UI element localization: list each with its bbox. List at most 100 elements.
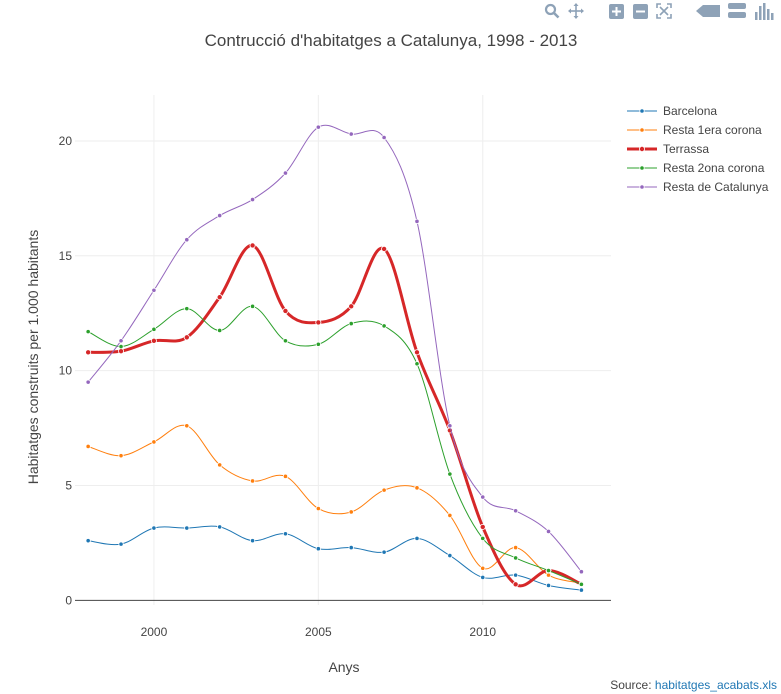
data-point[interactable] <box>545 567 552 574</box>
data-point[interactable] <box>217 213 223 219</box>
data-point[interactable] <box>513 544 519 551</box>
data-point[interactable] <box>150 337 157 344</box>
data-point[interactable] <box>85 538 91 544</box>
data-point[interactable] <box>447 553 453 559</box>
data-point[interactable] <box>414 361 420 367</box>
data-point[interactable] <box>216 294 223 301</box>
data-point[interactable] <box>118 338 124 344</box>
data-point[interactable] <box>184 237 190 243</box>
data-point[interactable] <box>282 338 289 344</box>
series-line[interactable] <box>87 305 582 585</box>
plotly-logo-icon[interactable] <box>753 2 775 20</box>
data-point[interactable] <box>414 218 420 224</box>
data-point[interactable] <box>151 326 157 332</box>
data-point[interactable] <box>479 523 486 530</box>
data-point[interactable] <box>315 319 322 326</box>
series-line[interactable] <box>88 243 583 588</box>
data-point[interactable] <box>184 423 190 429</box>
data-point[interactable] <box>513 508 519 514</box>
data-point[interactable] <box>217 327 223 334</box>
source-link[interactable]: habitatges_acabats.xls <box>654 678 777 692</box>
data-point[interactable] <box>282 473 289 479</box>
data-point[interactable] <box>118 348 125 355</box>
data-point[interactable] <box>118 541 124 547</box>
data-point[interactable] <box>282 170 289 176</box>
legend-item-terrassa[interactable]: Terrassa <box>627 142 709 156</box>
data-point[interactable] <box>480 494 486 500</box>
data-point[interactable] <box>85 329 91 335</box>
data-point[interactable] <box>545 572 552 578</box>
data-point[interactable] <box>249 196 256 203</box>
data-point[interactable] <box>578 581 585 587</box>
data-point[interactable] <box>249 478 256 484</box>
data-point[interactable] <box>118 343 124 350</box>
data-point[interactable] <box>217 462 223 468</box>
data-point[interactable] <box>578 587 585 593</box>
data-point[interactable] <box>513 572 519 578</box>
data-point[interactable] <box>447 423 453 429</box>
data-point[interactable] <box>315 546 321 552</box>
data-point[interactable] <box>381 134 387 141</box>
series-line[interactable] <box>88 525 582 591</box>
data-point[interactable] <box>249 538 256 544</box>
data-point[interactable] <box>282 531 289 537</box>
legend-item-resta-1era-corona[interactable]: Resta 1era corona <box>627 123 762 137</box>
data-point[interactable] <box>414 535 420 541</box>
legend-item-barcelona[interactable]: Barcelona <box>627 104 717 118</box>
data-point[interactable] <box>413 349 420 356</box>
data-point[interactable] <box>151 439 157 445</box>
data-point[interactable] <box>578 569 585 575</box>
data-point[interactable] <box>348 303 355 310</box>
pan-icon[interactable] <box>567 2 585 20</box>
data-point[interactable] <box>315 124 321 130</box>
data-point[interactable] <box>348 509 354 515</box>
data-point[interactable] <box>85 443 91 450</box>
data-point[interactable] <box>315 505 321 512</box>
data-point[interactable] <box>151 525 157 531</box>
data-point[interactable] <box>249 242 256 249</box>
data-point[interactable] <box>381 245 388 252</box>
data-point[interactable] <box>85 379 91 385</box>
data-point[interactable] <box>348 544 354 551</box>
data-point[interactable] <box>447 512 453 519</box>
data-point[interactable] <box>85 349 92 356</box>
data-point[interactable] <box>217 524 223 530</box>
data-point[interactable] <box>381 487 387 493</box>
data-point[interactable] <box>118 453 124 459</box>
data-point[interactable] <box>480 565 486 571</box>
zoom-out-icon[interactable] <box>631 2 649 20</box>
data-point[interactable] <box>480 535 486 541</box>
data-point[interactable] <box>480 574 486 581</box>
legend-label: Resta 1era corona <box>663 123 762 137</box>
data-point[interactable] <box>513 555 519 561</box>
series-line[interactable] <box>87 124 582 573</box>
data-point[interactable] <box>545 528 552 535</box>
legend-label: Barcelona <box>663 104 717 118</box>
data-point[interactable] <box>381 323 387 329</box>
legend-marker <box>639 145 646 152</box>
data-point[interactable] <box>381 549 387 555</box>
data-point[interactable] <box>184 525 190 531</box>
data-point[interactable] <box>348 131 354 137</box>
data-point[interactable] <box>348 320 354 327</box>
autoscale-icon[interactable] <box>655 2 673 20</box>
reset-axes-icon[interactable] <box>695 2 721 20</box>
zoom-icon[interactable] <box>543 2 561 20</box>
data-point[interactable] <box>545 582 552 589</box>
data-point[interactable] <box>512 581 519 588</box>
series-line[interactable] <box>88 424 582 584</box>
legend-item-resta-de-catalunya[interactable]: Resta de Catalunya <box>627 180 769 194</box>
data-point[interactable] <box>151 287 157 293</box>
data-point[interactable] <box>249 303 256 309</box>
data-point[interactable] <box>414 485 420 491</box>
hover-closest-icon[interactable] <box>727 2 747 20</box>
zoom-in-icon[interactable] <box>607 2 625 20</box>
data-point[interactable] <box>183 334 190 341</box>
data-point[interactable] <box>315 341 321 347</box>
data-point[interactable] <box>282 307 289 314</box>
data-point[interactable] <box>447 471 453 477</box>
data-point[interactable] <box>184 306 190 312</box>
x-axis-ticks: 2000 2005 2010 <box>141 625 497 639</box>
legend-item-resta-2ona-corona[interactable]: Resta 2ona corona <box>627 161 765 175</box>
series-resta-2ona-corona <box>85 303 585 587</box>
